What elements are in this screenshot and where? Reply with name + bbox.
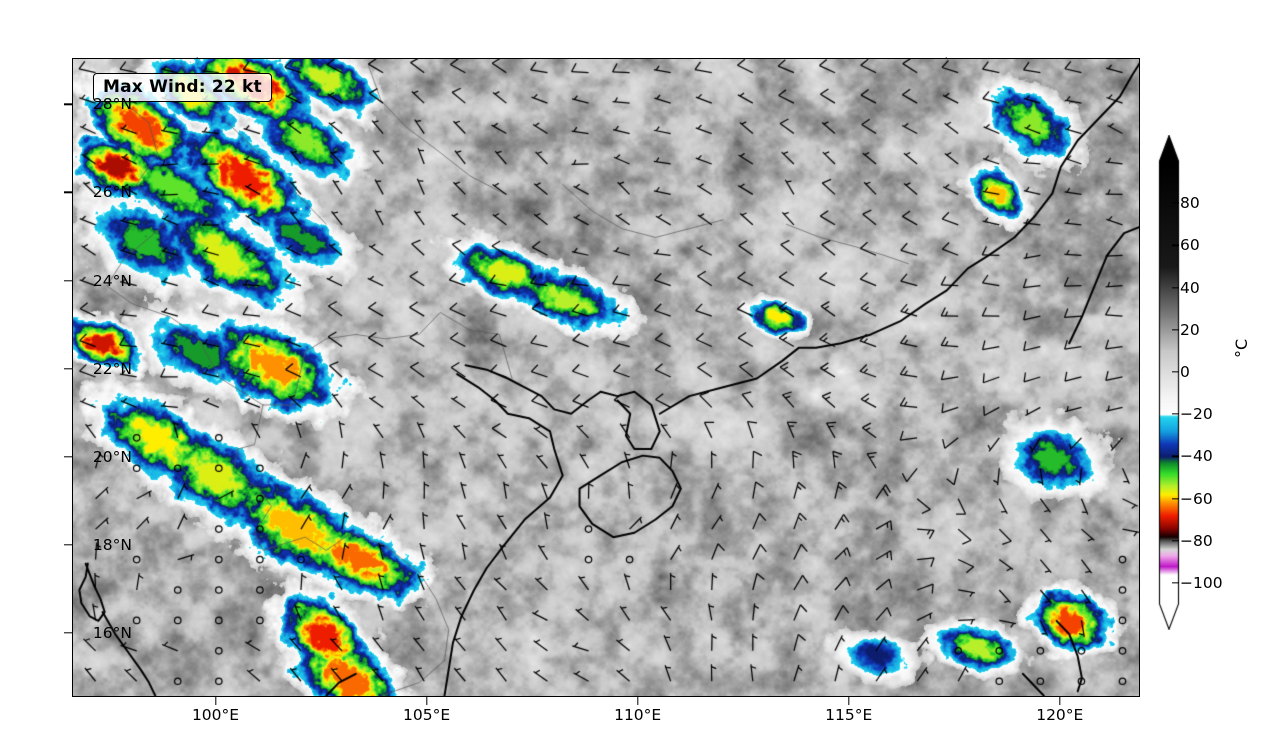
colorbar-gradient — [1158, 135, 1180, 630]
max-wind-label: Max Wind: 22 kt — [103, 77, 262, 97]
lon-tick-mark — [214, 697, 217, 705]
lon-tick-mark — [425, 697, 428, 705]
lat-tick-mark — [64, 279, 72, 282]
lon-tick-mark — [1059, 697, 1061, 705]
colorbar-tick-label: 80 — [1180, 194, 1200, 213]
colorbar-tick-label: −100 — [1180, 573, 1223, 592]
map-plot-area[interactable]: Max Wind: 22 kt — [72, 58, 1140, 697]
lon-tick-mark — [636, 697, 639, 705]
colorbar-tick-mark — [1172, 455, 1179, 457]
lat-tick-mark — [64, 367, 72, 370]
colorbar-tick-mark — [1172, 497, 1179, 500]
colorbar-tick-mark — [1172, 582, 1179, 584]
colorbar-tick-mark — [1172, 286, 1179, 289]
colorbar-unit-label: °C — [1232, 338, 1251, 358]
lat-tick-mark — [64, 191, 72, 194]
colorbar-tick-mark — [1172, 371, 1179, 373]
colorbar-tick-label: −60 — [1180, 489, 1213, 508]
colorbar-tick-mark — [1172, 244, 1179, 247]
colorbar-tick-label: 40 — [1180, 278, 1200, 297]
colorbar-tick-mark — [1172, 540, 1179, 542]
lat-tick-mark — [64, 632, 72, 634]
lon-tick-label: 100°E — [191, 706, 240, 724]
lat-tick-label: 22°N — [92, 359, 132, 378]
lat-tick-mark — [64, 544, 72, 546]
lat-tick-label: 26°N — [92, 183, 132, 202]
colorbar-tick-mark — [1172, 329, 1179, 331]
colorbar-tick-label: 0 — [1180, 362, 1190, 381]
colorbar-tick-label: −20 — [1180, 405, 1213, 424]
lat-tick-mark — [64, 456, 72, 458]
lat-tick-label: 16°N — [92, 624, 132, 643]
lat-tick-label: 28°N — [92, 95, 132, 114]
colorbar-tick-label: 60 — [1180, 236, 1200, 255]
lon-tick-label: 120°E — [1036, 706, 1084, 724]
ir-brightness-temperature-map[interactable] — [73, 59, 1139, 696]
lat-tick-label: 18°N — [92, 535, 132, 554]
lon-tick-label: 110°E — [614, 706, 662, 724]
colorbar-tick-label: −80 — [1180, 531, 1213, 550]
colorbar[interactable] — [1158, 135, 1180, 630]
max-wind-annotation: Max Wind: 22 kt — [93, 73, 272, 102]
colorbar-tick-label: −40 — [1180, 447, 1213, 466]
lat-tick-mark — [64, 103, 72, 105]
lon-tick-label: 105°E — [403, 706, 451, 724]
lat-tick-label: 24°N — [92, 271, 132, 290]
colorbar-tick-label: 20 — [1180, 320, 1200, 339]
lat-tick-label: 20°N — [92, 447, 132, 466]
lon-tick-mark — [848, 697, 850, 705]
colorbar-tick-mark — [1172, 202, 1179, 204]
colorbar-tick-mark — [1172, 413, 1179, 415]
lon-tick-label: 115°E — [825, 706, 873, 724]
